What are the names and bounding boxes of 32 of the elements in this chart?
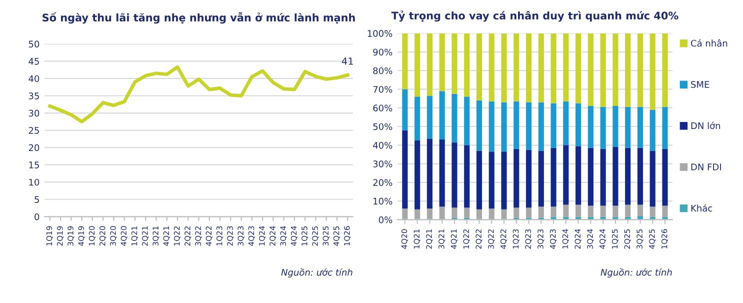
text: Nguồn: ước tính [281, 268, 352, 278]
y-tick-label: 10% [374, 198, 392, 205]
y-tick-label: 20 [28, 144, 40, 152]
y-tick-label: 30 [28, 110, 40, 117]
chart-title: Tỷ trọng cho vay cá nhân duy trì quanh mức 40% [391, 10, 678, 22]
y-tick-label: 50% [373, 123, 392, 130]
y-tick-label: 50 [28, 40, 40, 48]
text: Nguồn: ước tính [600, 268, 672, 278]
y-tick-label: 70% [373, 86, 392, 93]
y-tick-label: 10 [29, 178, 40, 186]
legend-label: SME [691, 81, 710, 88]
legend-label: Cá nhân [690, 39, 728, 47]
chart-title: Số ngày thu lãi tăng nhẹ nhưng vẫn ở mức lành mạnh [42, 12, 355, 24]
data-label: 41 [342, 58, 353, 65]
y-tick-label: 45 [28, 58, 39, 65]
legend-label: Khác [691, 204, 712, 212]
y-tick-label: 60% [373, 104, 392, 112]
y-tick-label: 30% [373, 160, 392, 168]
y-tick-label: 80% [373, 67, 392, 74]
y-tick-label: 15 [29, 162, 39, 168]
y-tick-label: 100% [368, 30, 392, 37]
legend-label: DN FDI [691, 164, 721, 170]
y-tick-label: 40 [28, 75, 40, 82]
y-tick-label: 25 [28, 127, 39, 134]
y-tick-label: 0 [34, 213, 40, 220]
y-tick-label: 20% [373, 179, 392, 186]
y-tick-label: 5 [34, 196, 39, 203]
y-tick-label: 40% [373, 142, 392, 149]
y-tick-label: 90% [373, 48, 392, 56]
y-tick-label: 35 [28, 92, 39, 100]
y-tick-label: 0% [378, 216, 392, 224]
legend-label: DN lớn [691, 122, 720, 130]
